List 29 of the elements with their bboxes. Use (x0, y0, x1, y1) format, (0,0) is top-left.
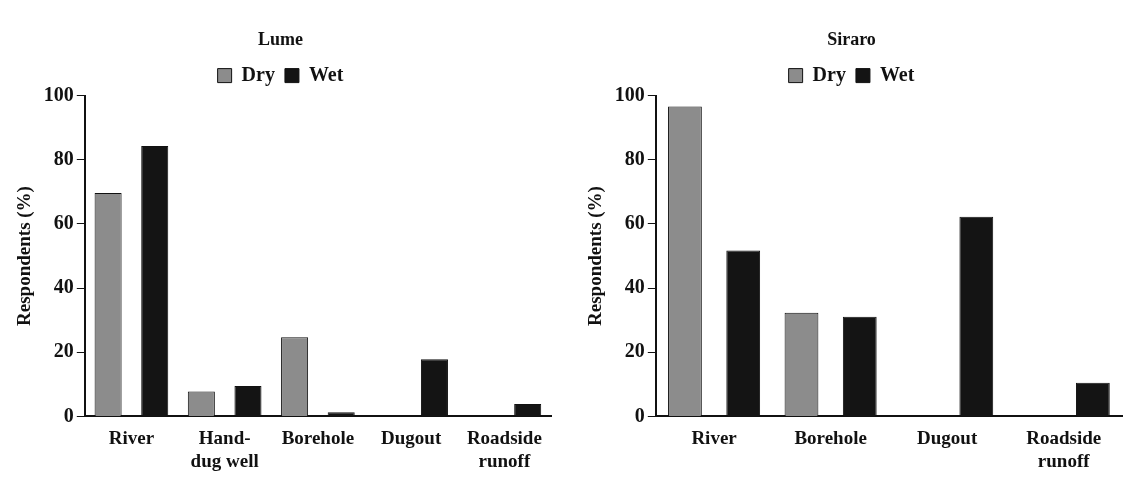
x-tick-label: Hand-dug well (190, 426, 259, 471)
y-tick-label: 20 (53, 339, 74, 362)
legend-label: Wet (879, 62, 915, 85)
x-tick-label: Borehole (794, 426, 867, 448)
y-axis-title: Respondents (%) (584, 186, 607, 326)
y-tick-label: 60 (624, 211, 645, 234)
y-tick-label: 80 (53, 146, 74, 169)
y-tick-label: 100 (43, 82, 74, 105)
y-tick-label: 0 (634, 403, 645, 426)
legend-label: Dry (241, 62, 275, 86)
chart-title: Siraro (827, 29, 876, 50)
y-tick-label: 20 (624, 339, 645, 362)
x-tick-label: Borehole (281, 426, 355, 448)
x-tick-label: Roadside runoff (466, 426, 542, 471)
y-tick-label: 80 (624, 146, 645, 169)
y-tick-label: 40 (53, 275, 74, 298)
y-tick-label: 40 (624, 275, 645, 298)
y-tick-label: 0 (63, 403, 74, 426)
chart-title: Lume (258, 29, 304, 50)
x-tick-label: Dugout (917, 426, 978, 448)
x-tick-label: River (108, 426, 155, 448)
x-tick-label: Roadside runoff (1026, 426, 1102, 471)
legend-label: Wet (308, 62, 344, 85)
y-tick-label: 100 (614, 82, 645, 105)
y-tick-label: 60 (53, 211, 74, 234)
y-axis-title: Respondents (%) (13, 186, 36, 326)
x-tick-label: River (691, 426, 738, 448)
legend-label: Dry (812, 62, 846, 86)
x-tick-label: Dugout (381, 426, 442, 448)
